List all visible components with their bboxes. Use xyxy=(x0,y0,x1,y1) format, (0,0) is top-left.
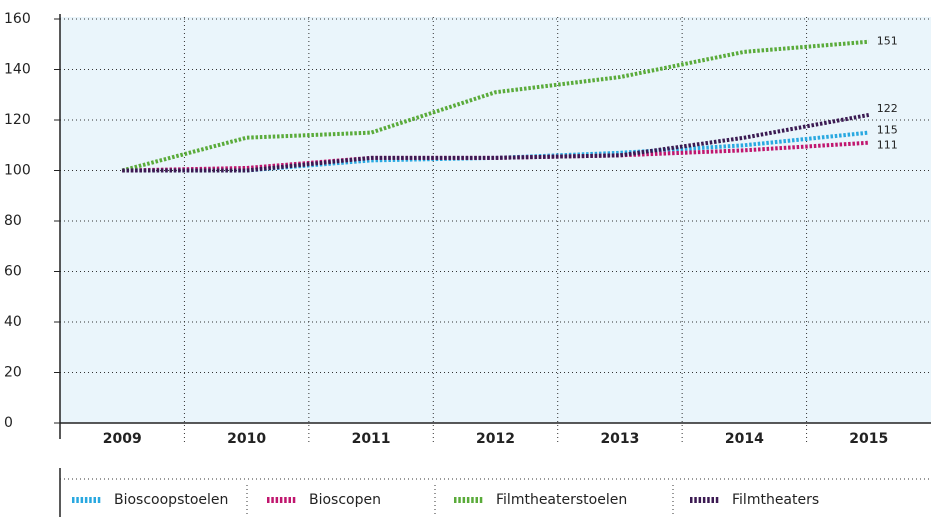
end-label: 151 xyxy=(877,35,898,48)
legend-label: Filmtheaterstoelen xyxy=(496,492,627,508)
y-tick-label: 40 xyxy=(4,314,22,330)
y-tick-label: 160 xyxy=(4,11,31,27)
y-tick-label: 80 xyxy=(4,213,22,229)
y-tick-label: 0 xyxy=(4,415,13,431)
x-tick-label: 2012 xyxy=(476,431,515,447)
y-tick-label: 100 xyxy=(4,163,31,179)
legend-label: Bioscopen xyxy=(309,492,381,508)
x-tick-label: 2014 xyxy=(725,431,764,447)
legend-label: Bioscoopstoelen xyxy=(114,492,228,508)
y-tick-label: 60 xyxy=(4,264,22,280)
end-label: 115 xyxy=(877,124,898,137)
x-tick-label: 2010 xyxy=(227,431,266,447)
y-tick-label: 120 xyxy=(4,112,31,128)
x-tick-label: 2013 xyxy=(600,431,639,447)
series-line xyxy=(121,39,869,173)
legend-label: Filmtheaters xyxy=(732,492,819,508)
x-tick-label: 2011 xyxy=(352,431,391,447)
end-label: 122 xyxy=(877,102,898,115)
y-tick-label: 20 xyxy=(4,365,22,381)
x-tick-label: 2015 xyxy=(849,431,888,447)
y-tick-label: 140 xyxy=(4,62,31,78)
plot-background xyxy=(60,17,931,423)
series-line xyxy=(122,112,870,173)
x-tick-label: 2009 xyxy=(103,431,142,447)
end-label: 111 xyxy=(877,139,898,152)
